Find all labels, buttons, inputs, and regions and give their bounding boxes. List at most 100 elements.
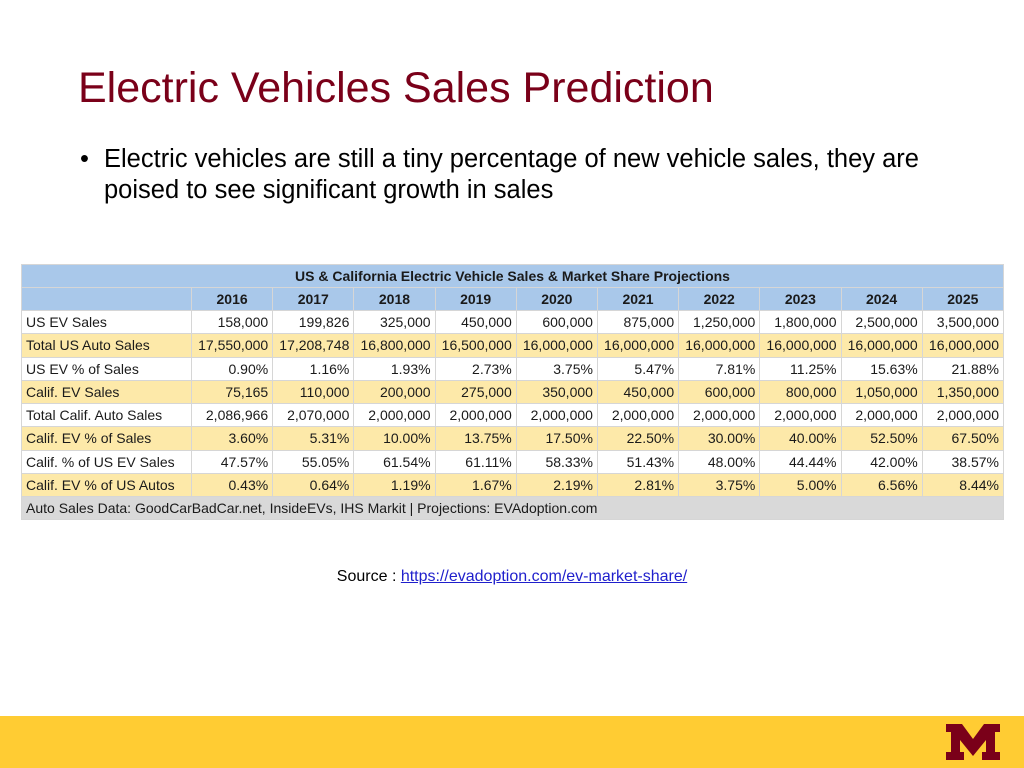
table-row: Calif. % of US EV Sales 47.57% 55.05% 61.54… [21,449,1005,474]
table-cell: 350,000 [515,379,598,405]
table-cell: 16,000,000 [515,333,598,358]
table-cell: 2,000,000 [353,402,436,428]
table-cell: 2,086,966 [190,402,274,428]
table-cell: 1,050,000 [840,379,923,405]
table-cell: 17.50% [515,426,598,451]
table-cell: 875,000 [596,309,680,335]
table-cell: 1.67% [434,472,517,498]
bullet-dot: • [80,145,89,173]
row-label: Calif. EV % of Sales [21,426,192,451]
table-cell: 16,000,000 [596,333,680,358]
table-cell: 1,800,000 [759,309,842,335]
row-label: Calif. EV Sales [21,379,192,405]
bullet-text: Electric vehicles are still a tiny perce… [104,145,919,204]
table-cell: 200,000 [353,379,436,405]
table-cell: 47.57% [190,449,274,474]
table-cell: 2,000,000 [759,402,842,428]
table-cell: 11.25% [759,356,842,381]
bullet-point: • Electric vehicles are still a tiny per… [80,144,960,206]
year-header: 2018 [353,287,436,311]
table-cell: 16,800,000 [353,333,436,358]
table-row: Total Calif. Auto Sales 2,086,966 2,070,00… [21,402,1005,428]
row-label: Calif. EV % of US Autos [21,472,192,498]
table-cell: 15.63% [840,356,923,381]
ev-projections-table: US & California Electric Vehicle Sales &… [21,264,1005,520]
source-prefix: Source : [336,568,401,585]
table-row: Calif. EV Sales 75,165 110,000 200,000 275,0… [21,379,1005,405]
table-cell: 21.88% [921,356,1005,381]
table-cell: 6.56% [840,472,923,498]
year-header: 2017 [272,287,355,311]
table-cell: 3.75% [515,356,598,381]
year-header: 2016 [190,287,274,311]
table-cell: 67.50% [921,426,1005,451]
row-label: Total Calif. Auto Sales [21,402,192,428]
table-cell: 3.60% [190,426,274,451]
table-row: Calif. EV % of US Autos 0.43% 0.64% 1.19% 1.… [21,472,1005,498]
table-cell: 16,500,000 [434,333,517,358]
row-label: US EV % of Sales [21,356,192,381]
year-header-row: 2016 2017 2018 2019 2020 2021 2022 2023 … [21,287,1005,311]
table-cell: 2,500,000 [840,309,923,335]
table-cell: 325,000 [353,309,436,335]
table-cell: 2,070,000 [272,402,355,428]
year-header: 2019 [434,287,517,311]
table-cell: 2,000,000 [596,402,680,428]
table-cell: 2.73% [434,356,517,381]
row-label: Calif. % of US EV Sales [21,449,192,474]
table-cell: 16,000,000 [921,333,1005,358]
table-cell: 2,000,000 [921,402,1005,428]
table-cell: 199,826 [272,309,355,335]
table-cell: 17,550,000 [190,333,274,358]
table-cell: 2,000,000 [515,402,598,428]
table-cell: 450,000 [596,379,680,405]
corner-cell [21,287,192,311]
year-header: 2025 [921,287,1005,311]
table-cell: 16,000,000 [678,333,761,358]
source-line: Source : https://evadoption.com/ev-marke… [0,568,1024,586]
ev-projections-table-image: US & California Electric Vehicle Sales &… [21,264,1005,520]
table-cell: 3.75% [678,472,761,498]
table-row: Total US Auto Sales 17,550,000 17,208,748 1… [21,333,1005,358]
table-row: US EV % of Sales 0.90% 1.16% 1.93% 2.73% 3.75… [21,356,1005,381]
table-cell: 22.50% [596,426,680,451]
row-label: Total US Auto Sales [21,333,192,358]
table-cell: 2,000,000 [678,402,761,428]
table-cell: 16,000,000 [840,333,923,358]
table-cell: 42.00% [840,449,923,474]
table-cell: 275,000 [434,379,517,405]
source-link[interactable]: https://evadoption.com/ev-market-share/ [400,568,688,585]
table-cell: 61.11% [434,449,517,474]
table-cell: 44.44% [759,449,842,474]
footer-bar [0,716,1024,768]
table-cell: 0.64% [272,472,355,498]
table-cell: 48.00% [678,449,761,474]
table-cell: 40.00% [759,426,842,451]
year-header: 2022 [678,287,761,311]
table-cell: 13.75% [434,426,517,451]
slide-title: Electric Vehicles Sales Prediction [78,64,714,112]
table-cell: 5.31% [272,426,355,451]
table-cell: 3,500,000 [921,309,1005,335]
table-footer-credits: Auto Sales Data: GoodCarBadCar.net, Insi… [21,496,1004,520]
table-cell: 2.81% [596,472,680,498]
table-cell: 55.05% [272,449,355,474]
table-cell: 38.57% [921,449,1005,474]
table-row: Calif. EV % of Sales 3.60% 5.31% 10.00% 13.7… [21,426,1005,451]
table-cell: 600,000 [678,379,761,405]
year-header: 2024 [840,287,923,311]
table-cell: 1,250,000 [678,309,761,335]
table-cell: 51.43% [596,449,680,474]
table-cell: 10.00% [353,426,436,451]
table-cell: 158,000 [190,309,274,335]
table-row: US EV Sales 158,000 199,826 325,000 450,000 6… [21,309,1005,335]
table-cell: 17,208,748 [272,333,355,358]
table-cell: 5.00% [759,472,842,498]
table-cell: 110,000 [272,379,355,405]
table-cell: 2,000,000 [840,402,923,428]
table-cell: 16,000,000 [759,333,842,358]
table-cell: 75,165 [190,379,274,405]
row-label: US EV Sales [21,309,192,335]
year-header: 2020 [515,287,598,311]
table-cell: 1.16% [272,356,355,381]
